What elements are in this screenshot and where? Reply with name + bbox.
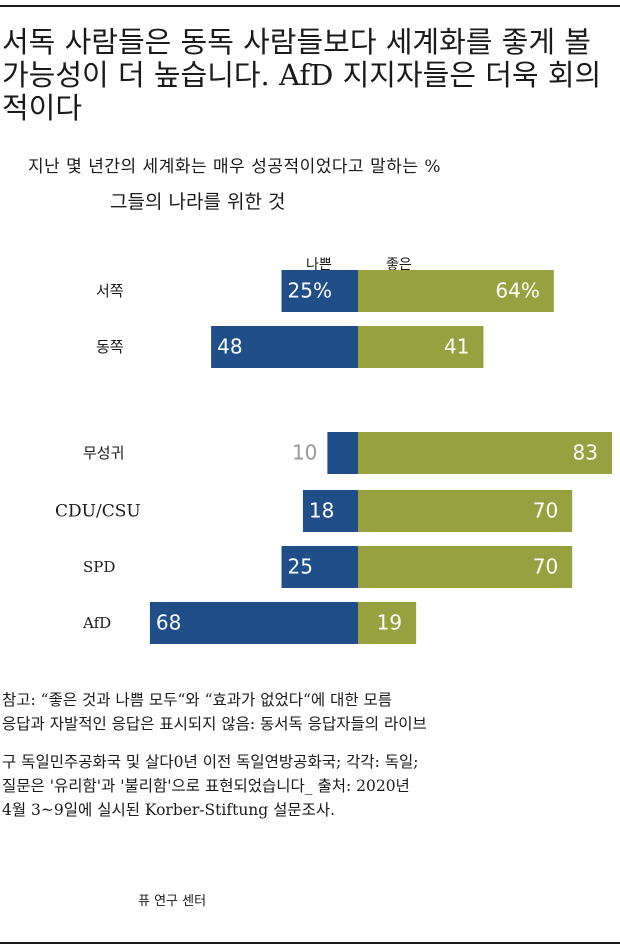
diverging-bar-chart: 서쪽 25% 64% 동쪽 48 41 무성귀 10 83 CDU/CSU 18 70 SPD 25 70 A… xyxy=(55,270,612,644)
note-line: 응답과 자발적인 응답은 표시되지 않음: 동서독 응답자들의 라이브 xyxy=(2,715,427,733)
chart-title: 서독 사람들은 동독 사람들보다 세계화를 좋게 볼 가능성이 더 높습니다. … xyxy=(2,25,602,125)
bar-bad xyxy=(149,602,358,644)
bar-bad xyxy=(281,270,358,312)
category-label: SPD xyxy=(83,558,115,576)
data-label-good: 83 xyxy=(573,441,598,465)
chart-subtitle: 지난 몇 년간의 세계화는 매우 성공적이었다고 말하는 % xyxy=(28,157,442,177)
bar-good xyxy=(358,490,573,532)
data-label-good: 41 xyxy=(444,335,469,359)
bar-good xyxy=(358,546,573,588)
source-credit: 퓨 연구 센터 xyxy=(138,894,207,909)
chart-subtitle-continued: 그들의 나라를 위한 것 xyxy=(110,191,286,213)
legend-good: 좋은 xyxy=(386,257,412,273)
data-label-bad: 25% xyxy=(288,279,332,303)
bottom-rule xyxy=(0,942,620,944)
data-label-bad: 48 xyxy=(217,335,242,359)
bar-good xyxy=(358,326,484,368)
category-label: 서쪽 xyxy=(96,282,124,300)
category-label: CDU/CSU xyxy=(55,502,141,522)
bar-bad xyxy=(327,432,358,474)
data-label-bad: 25 xyxy=(288,555,313,579)
data-label-bad: 10 xyxy=(292,441,317,465)
bar-good xyxy=(358,270,554,312)
chart-note: 참고: “좋은 것과 나쁨 모두“와 “효과가 없었다“에 대한 모름 응답과 … xyxy=(2,688,612,822)
note-line: 질문은 '유리함'과 '불리함'으로 표현되었습니다_ 출처: 2020년 xyxy=(2,777,410,795)
data-label-bad: 18 xyxy=(309,499,334,523)
category-label: 동쪽 xyxy=(96,338,124,356)
bar-good xyxy=(358,602,417,644)
bar-bad xyxy=(302,490,358,532)
bar-good xyxy=(358,432,612,474)
category-label: 무성귀 xyxy=(83,444,124,462)
note-line: 구 독일민주공화국 및 살다0년 이전 독일연방공화국; 각각: 독일; xyxy=(2,753,419,771)
data-label-good: 70 xyxy=(533,555,558,579)
top-rule xyxy=(0,5,620,7)
data-label-good: 64% xyxy=(495,279,539,303)
data-label-bad: 68 xyxy=(156,611,181,635)
bar-bad xyxy=(281,546,358,588)
category-label: AfD xyxy=(82,614,111,632)
bar-bad xyxy=(211,326,358,368)
legend-bad: 나쁜 xyxy=(306,257,332,273)
note-line: 4월 3~9일에 실시된 Korber-Stiftung 설문조사. xyxy=(2,801,336,819)
data-label-good: 70 xyxy=(533,499,558,523)
note-line: 참고: “좋은 것과 나쁨 모두“와 “효과가 없었다“에 대한 모름 xyxy=(2,691,393,709)
data-label-good: 19 xyxy=(377,611,402,635)
